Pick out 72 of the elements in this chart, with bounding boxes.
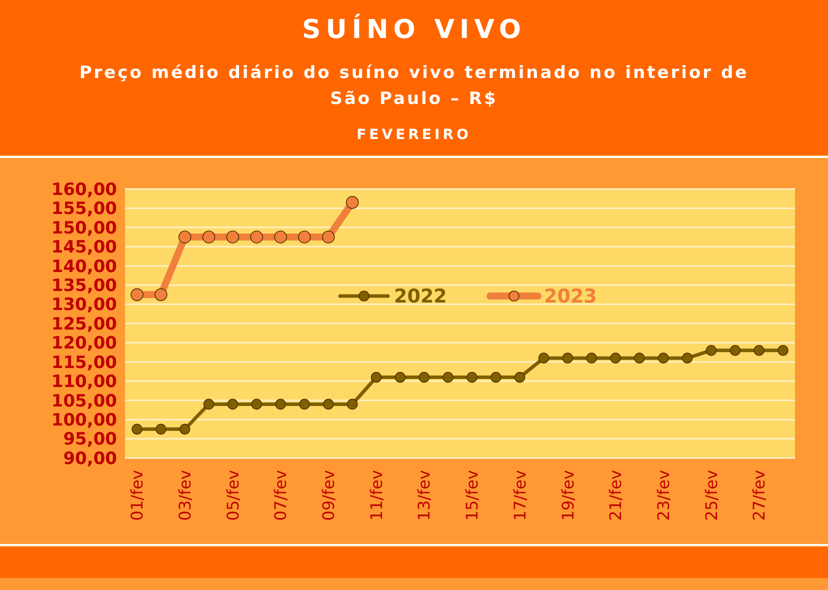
y-tick-label: 150,00	[51, 218, 118, 238]
point	[227, 398, 238, 410]
point	[778, 345, 788, 356]
legend-label: 2023	[544, 286, 597, 308]
x-tick-label: 15/fev	[462, 470, 482, 521]
y-tick-label: 90,00	[63, 448, 118, 469]
x-tick-label: 19/fev	[558, 470, 578, 521]
point	[658, 352, 669, 364]
y-tick-label: 135,00	[51, 276, 118, 296]
point	[250, 230, 264, 244]
x-tick-label: 25/fev	[702, 470, 721, 521]
chart-subtitle: Preço médio diário do suíno vivo terminado no interior de São Paulo – R$	[79, 63, 749, 109]
point	[130, 288, 144, 302]
y-tick-label: 140,00	[51, 256, 118, 277]
x-tick-label: 23/fev	[654, 470, 673, 521]
x-tick-label: 27/fev	[750, 470, 769, 521]
point	[323, 398, 334, 410]
point	[370, 372, 382, 383]
y-tick-label: 130,00	[51, 295, 118, 316]
point	[490, 372, 502, 383]
point	[418, 372, 430, 383]
point	[274, 230, 287, 244]
point	[346, 196, 359, 209]
x-tick-label: 03/fev	[175, 470, 194, 521]
point	[442, 372, 454, 383]
point	[322, 230, 335, 244]
legend-label: 2022	[394, 286, 447, 308]
x-tick-label: 17/fev	[510, 470, 530, 521]
point	[538, 352, 550, 364]
point	[682, 352, 693, 364]
y-tick-label: 155,00	[51, 199, 118, 220]
point	[251, 398, 262, 410]
y-tick-label: 110,00	[51, 372, 118, 392]
point	[132, 424, 142, 435]
point	[562, 352, 574, 364]
point	[730, 345, 741, 356]
x-tick-label: 13/fev	[414, 470, 434, 521]
point	[275, 398, 286, 410]
point	[203, 398, 214, 410]
point	[154, 288, 168, 302]
y-tick-label: 100,00	[51, 410, 118, 431]
point	[610, 352, 621, 364]
point	[156, 424, 166, 435]
y-tick-label: 160,00	[51, 180, 118, 200]
point	[754, 345, 764, 356]
y-tick-label: 145,00	[51, 238, 118, 258]
x-tick-label: 01/fev	[128, 470, 147, 521]
point	[634, 352, 645, 364]
y-tick-label: 105,00	[51, 391, 118, 412]
point	[299, 398, 310, 410]
x-tick-label: 11/fev	[366, 470, 386, 521]
x-tick-label: 07/fev	[271, 470, 290, 521]
point	[298, 230, 311, 244]
x-tick-label: 21/fev	[606, 470, 626, 521]
y-tick-label: 120,00	[51, 334, 118, 354]
point	[514, 372, 526, 383]
text: FEVEREIRO	[356, 127, 472, 143]
x-tick-label: 05/fev	[223, 470, 242, 521]
y-tick-label: 95,00	[63, 430, 118, 450]
chart-title: SUÍNO VIVO	[302, 13, 526, 45]
point	[202, 230, 216, 244]
point	[179, 424, 190, 435]
y-tick-label: 125,00	[51, 314, 118, 334]
point	[178, 230, 192, 244]
point	[346, 398, 358, 410]
point	[466, 372, 478, 383]
y-tick-label: 115,00	[51, 352, 118, 373]
point	[394, 372, 406, 383]
point	[586, 352, 597, 364]
x-tick-label: 09/fev	[319, 470, 338, 521]
point	[226, 230, 240, 244]
point	[706, 345, 717, 356]
